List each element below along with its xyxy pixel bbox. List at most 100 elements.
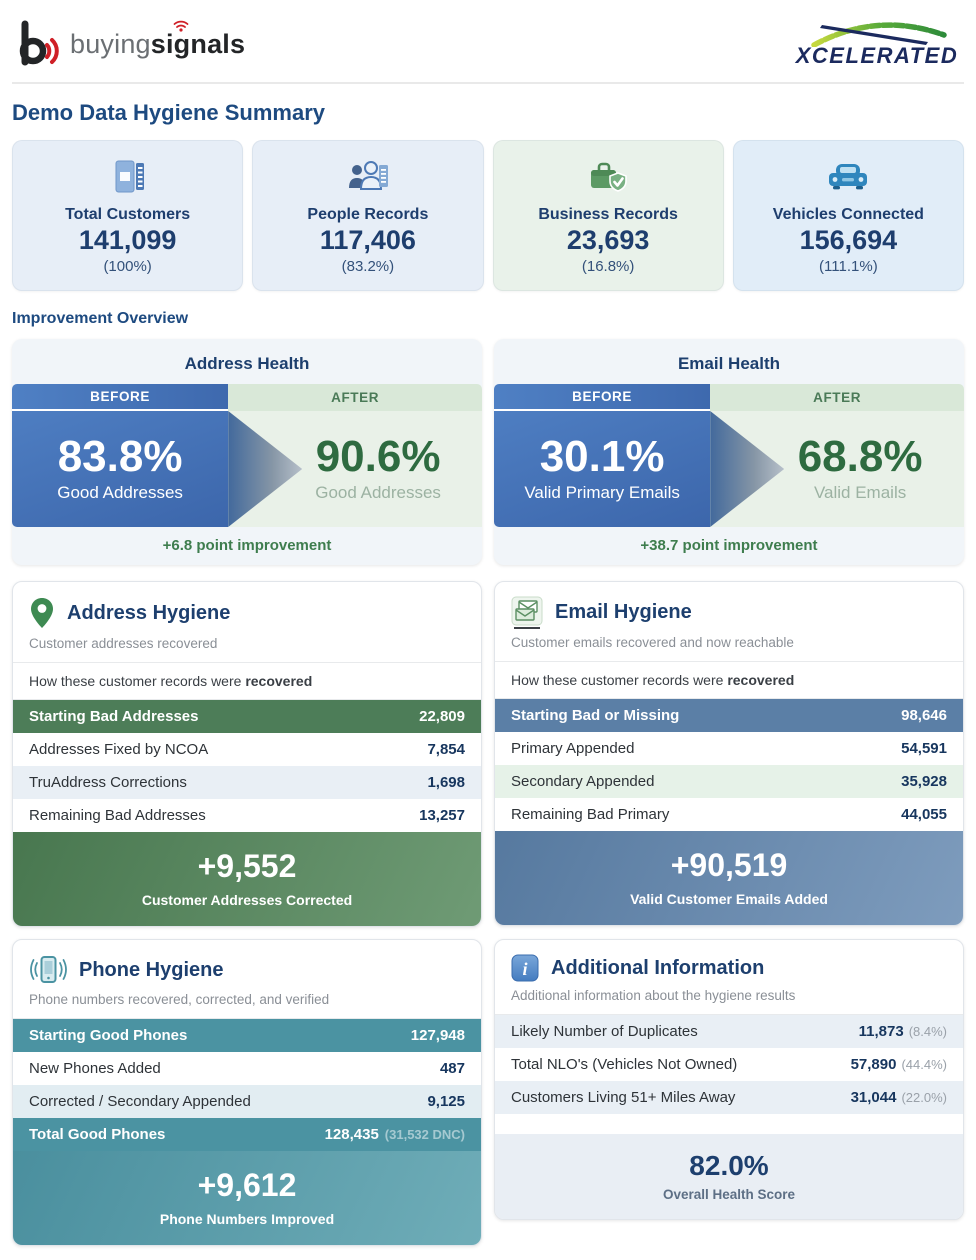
hygiene-cards-row-2: Phone Hygiene Phone numbers recovered, c… — [12, 939, 964, 1246]
summary-value: +9,612 — [197, 1167, 297, 1203]
before-after-band: BEFORE AFTER — [12, 384, 482, 411]
row-value: 127,948 — [410, 1027, 465, 1044]
table-row: TruAddress Corrections 1,698 — [13, 766, 481, 799]
stat-cards: Total Customers 141,099 (100%) People Re — [12, 140, 964, 291]
table-row: Starting Good Phones 127,948 — [13, 1019, 481, 1052]
row-label: Secondary Appended — [511, 773, 655, 790]
table-row: Total NLO's (Vehicles Not Owned) 57,890 (… — [495, 1048, 963, 1081]
before-value: 30.1% — [539, 432, 665, 482]
card-header: Email Hygiene Customer emails recovered … — [495, 582, 963, 661]
row-label: Customers Living 51+ Miles Away — [511, 1089, 736, 1106]
note-bold: recovered — [245, 673, 313, 689]
email-hygiene-card: Email Hygiene Customer emails recovered … — [494, 581, 964, 926]
row-value: 98,646 — [901, 707, 947, 724]
table: Starting Good Phones 127,948 New Phones … — [13, 1018, 481, 1151]
summary-panel: +9,552 Customer Addresses Corrected — [13, 832, 481, 926]
stat-value: 141,099 — [78, 225, 177, 255]
summary-value: +9,552 — [197, 848, 297, 884]
overall-health-score-panel: 82.0% Overall Health Score — [495, 1134, 963, 1219]
page-header: buyingsignals X — [12, 12, 964, 84]
before-panel: 30.1% Valid Primary Emails — [494, 411, 711, 527]
note-text: How these customer records were — [511, 672, 728, 688]
table: Starting Bad Addresses 22,809 Addresses … — [13, 699, 481, 832]
row-label: New Phones Added — [29, 1060, 161, 1077]
row-label: Remaining Bad Primary — [511, 806, 670, 823]
after-label: AFTER — [228, 384, 482, 411]
before-caption: Good Addresses — [57, 482, 183, 502]
row-value: 54,591 — [901, 740, 947, 757]
table-row: Customers Living 51+ Miles Away 31,044 (2… — [495, 1081, 963, 1114]
recovered-note: How these customer records were recovere… — [13, 662, 481, 699]
row-label: TruAddress Corrections — [29, 774, 187, 791]
stat-card-business-records: Business Records 23,693 (16.8%) — [492, 140, 724, 291]
after-value: 68.8% — [797, 432, 923, 482]
summary-panel: +9,612 Phone Numbers Improved — [13, 1151, 481, 1245]
row-label: Starting Bad Addresses — [29, 708, 199, 725]
stat-label: Total Customers — [65, 206, 191, 223]
summary-label: Phone Numbers Improved — [159, 1211, 335, 1227]
stat-percent: (100%) — [103, 258, 152, 275]
address-health-card: Address Health BEFORE AFTER 83.8% Good A… — [12, 339, 482, 565]
row-percent: (44.4%) — [901, 1057, 947, 1072]
row-label: Total Good Phones — [29, 1126, 166, 1143]
table-row: Primary Appended 54,591 — [495, 732, 963, 765]
note-text: How these customer records were — [29, 673, 246, 689]
stat-value: 156,694 — [799, 225, 898, 255]
stat-percent: (111.1%) — [819, 258, 878, 275]
row-label: Addresses Fixed by NCOA — [29, 741, 209, 758]
row-value: 13,257 — [419, 807, 465, 824]
card-title: Email Hygiene — [555, 601, 692, 623]
row-label: Corrected / Secondary Appended — [29, 1093, 251, 1110]
before-caption: Valid Primary Emails — [524, 482, 680, 502]
recovered-note: How these customer records were recovere… — [495, 661, 963, 698]
table: Starting Bad or Missing 98,646 Primary A… — [495, 698, 963, 831]
row-percent: (8.4%) — [908, 1024, 947, 1039]
stat-value: 23,693 — [566, 225, 650, 255]
card-title: Address Hygiene — [67, 601, 231, 624]
briefcase-shield-icon — [502, 157, 715, 197]
row-label: Total NLO's (Vehicles Not Owned) — [511, 1056, 738, 1073]
signal-waves-icon — [173, 20, 189, 32]
brand-word-light: buying — [70, 28, 151, 59]
score-value: 82.0% — [689, 1150, 769, 1181]
card-title: Phone Hygiene — [79, 958, 224, 981]
summary-value: +90,519 — [670, 847, 788, 883]
after-panel: 90.6% Good Addresses — [228, 411, 482, 527]
before-after-body: 30.1% Valid Primary Emails 68.8% Valid E… — [494, 411, 964, 527]
card-subtitle: Additional information about the hygiene… — [511, 988, 796, 1003]
after-value: 90.6% — [315, 432, 441, 482]
phone-hygiene-card: Phone Hygiene Phone numbers recovered, c… — [12, 939, 482, 1246]
after-caption: Valid Emails — [813, 482, 907, 502]
before-label: BEFORE — [12, 384, 229, 411]
row-label: Remaining Bad Addresses — [29, 807, 206, 824]
summary-panel: +90,519 Valid Customer Emails Added — [495, 831, 963, 925]
vibrating-phone-icon — [30, 956, 67, 983]
stat-percent: (16.8%) — [581, 258, 635, 275]
info-icon: i — [511, 954, 539, 982]
improvement-footer: +6.8 point improvement — [162, 537, 332, 554]
row-value: 128,435 — [324, 1126, 379, 1143]
hygiene-cards-row-1: Address Hygiene Customer addresses recov… — [12, 581, 964, 927]
before-after-band: BEFORE AFTER — [494, 384, 964, 411]
table-row: Total Good Phones 128,435 (31,532 DNC) — [13, 1118, 481, 1151]
table-row: Corrected / Secondary Appended 9,125 — [13, 1085, 481, 1118]
row-value: 44,055 — [901, 806, 947, 823]
row-value: 487 — [439, 1060, 465, 1077]
row-value: 22,809 — [419, 708, 465, 725]
buyingsignals-wordmark: buyingsignals — [70, 20, 245, 60]
table-row: Likely Number of Duplicates 11,873 (8.4%) — [495, 1015, 963, 1048]
stat-card-total-customers: Total Customers 141,099 (100%) — [12, 140, 244, 291]
table-row: Addresses Fixed by NCOA 7,854 — [13, 733, 481, 766]
row-value: 31,044 — [850, 1089, 897, 1106]
card-title: Address Health — [184, 354, 310, 373]
contacts-book-icon — [21, 157, 234, 197]
car-icon — [742, 157, 955, 197]
svg-text:i: i — [522, 959, 527, 979]
location-pin-icon — [31, 598, 53, 628]
after-label: AFTER — [710, 384, 964, 411]
summary-label: Valid Customer Emails Added — [630, 891, 828, 907]
stat-value: 117,406 — [319, 225, 416, 255]
table-row: Remaining Bad Primary 44,055 — [495, 798, 963, 831]
address-hygiene-card: Address Hygiene Customer addresses recov… — [12, 581, 482, 927]
